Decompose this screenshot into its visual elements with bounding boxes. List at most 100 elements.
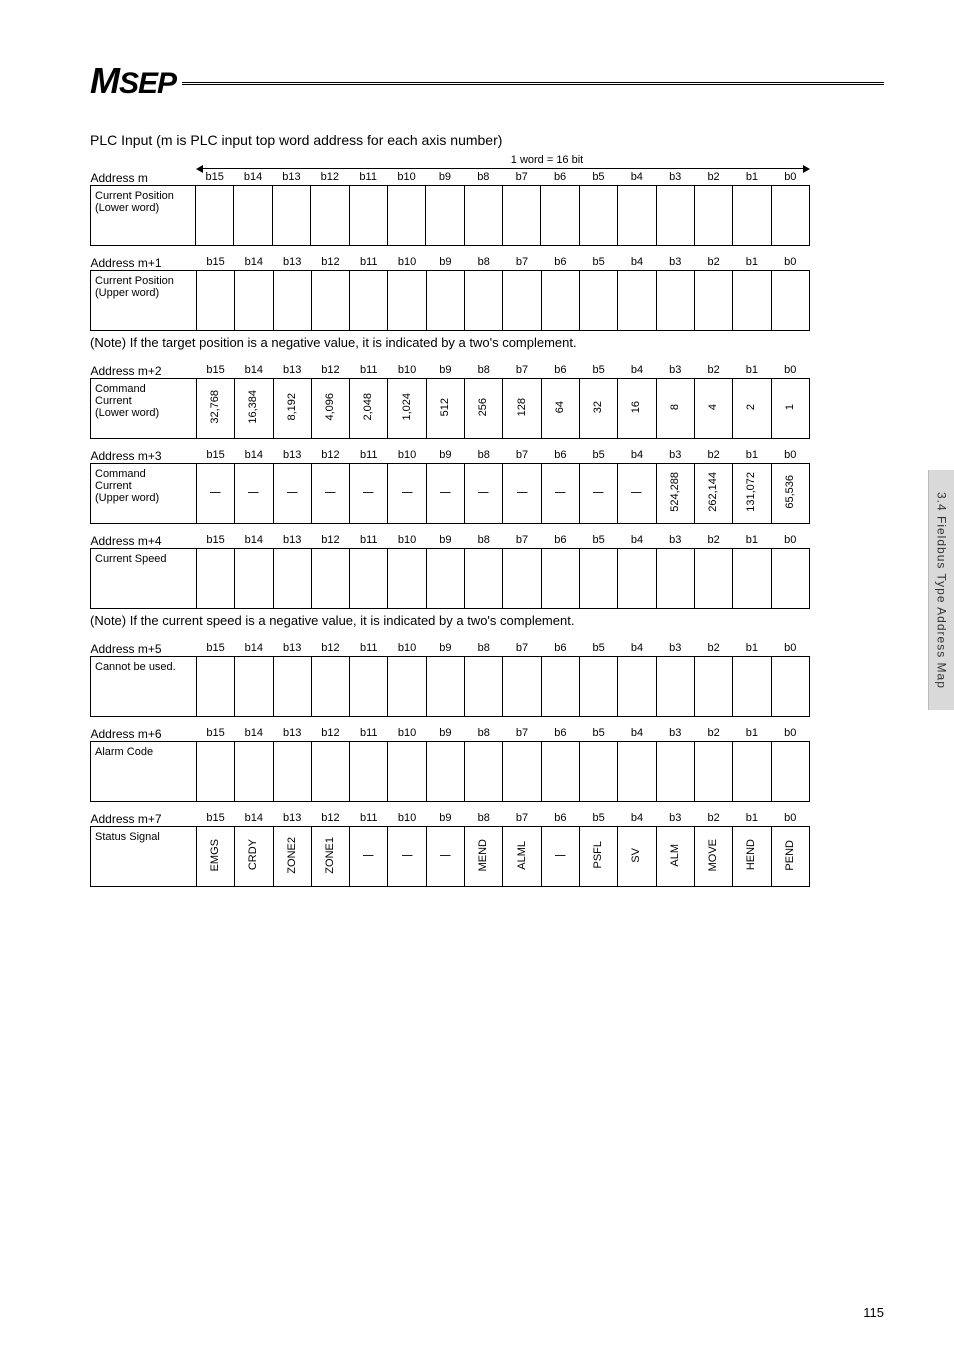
bit-header: b9 — [426, 256, 464, 271]
bit-header: b14 — [235, 642, 273, 657]
bit-cell — [618, 657, 656, 717]
bit-cell: PEND — [771, 827, 809, 887]
bit-cell — [426, 657, 464, 717]
bit-header: b4 — [618, 812, 656, 827]
bit-header: b8 — [465, 727, 503, 742]
bit-header: b14 — [235, 256, 273, 271]
bit-header: b6 — [541, 812, 579, 827]
address-label: Address m+5 — [91, 642, 197, 657]
bit-header: b2 — [694, 727, 732, 742]
bit-header: b8 — [465, 449, 503, 464]
address-block: Address m+2b15b14b13b12b11b10b9b8b7b6b5b… — [90, 364, 884, 439]
bit-header: b6 — [541, 727, 579, 742]
bit-cell — [656, 742, 694, 802]
bit-header: b10 — [388, 727, 426, 742]
bit-header: b3 — [656, 642, 694, 657]
bit-header: b7 — [503, 812, 541, 827]
bit-header: b9 — [426, 534, 464, 549]
bit-header: b6 — [541, 364, 579, 379]
bit-cell — [272, 186, 310, 246]
width-arrow — [198, 168, 808, 169]
bit-header: b5 — [580, 727, 618, 742]
address-label: Address m+3 — [91, 449, 197, 464]
address-label: Address m+7 — [91, 812, 197, 827]
bit-header: b15 — [196, 364, 234, 379]
bit-table: Address m+7b15b14b13b12b11b10b9b8b7b6b5b… — [90, 812, 810, 887]
bit-header: b4 — [618, 534, 656, 549]
bit-header: b5 — [580, 364, 618, 379]
bit-header: b0 — [771, 449, 809, 464]
bit-cell — [273, 549, 311, 609]
bit-header: b11 — [349, 171, 387, 186]
bit-cell — [541, 186, 579, 246]
address-label: Address m — [91, 171, 196, 186]
bit-cell — [311, 186, 349, 246]
row-label: Current Position(Upper word) — [91, 271, 197, 331]
bit-header: b14 — [235, 727, 273, 742]
bit-header: b1 — [733, 256, 771, 271]
bit-cell: | — [311, 464, 349, 524]
bit-cell — [694, 271, 732, 331]
section-title: PLC Input (m is PLC input top word addre… — [90, 132, 884, 148]
address-block: Address m+5b15b14b13b12b11b10b9b8b7b6b5b… — [90, 642, 884, 717]
bit-cell — [656, 271, 694, 331]
bit-header: b7 — [503, 727, 541, 742]
bit-cell: 4,096 — [311, 379, 349, 439]
address-block: 1 word = 16 bitAddress mb15b14b13b12b11b… — [90, 154, 884, 246]
bit-header: b3 — [656, 171, 694, 186]
row-label: Status Signal — [91, 827, 197, 887]
bit-header: b15 — [196, 171, 234, 186]
bit-cell — [733, 271, 771, 331]
bit-header: b13 — [273, 449, 311, 464]
bit-header: b9 — [426, 642, 464, 657]
word-label: 1 word = 16 bit — [210, 154, 884, 166]
bit-cell — [426, 549, 464, 609]
bit-header: b9 — [426, 449, 464, 464]
bit-cell — [503, 657, 541, 717]
bit-header: b7 — [503, 364, 541, 379]
bit-cell — [426, 742, 464, 802]
bit-cell: 256 — [465, 379, 503, 439]
bit-header: b2 — [694, 449, 732, 464]
bit-cell — [311, 742, 349, 802]
bit-cell — [503, 271, 541, 331]
bit-cell — [196, 742, 234, 802]
bit-header: b15 — [196, 449, 234, 464]
bit-cell — [311, 657, 349, 717]
bit-header: b4 — [618, 364, 656, 379]
bit-cell — [694, 657, 732, 717]
bit-header: b12 — [311, 449, 349, 464]
bit-cell: 1 — [771, 379, 809, 439]
bit-cell: CRDY — [235, 827, 273, 887]
note-text: (Note) If the current speed is a negativ… — [90, 613, 884, 628]
bit-cell — [388, 271, 426, 331]
bit-header: b12 — [311, 534, 349, 549]
bit-cell — [196, 186, 234, 246]
address-label: Address m+4 — [91, 534, 197, 549]
bit-header: b1 — [733, 171, 771, 186]
bit-cell — [388, 549, 426, 609]
bit-header: b11 — [350, 449, 388, 464]
bit-cell: 1,024 — [388, 379, 426, 439]
bit-cell: 32 — [580, 379, 618, 439]
bit-header: b3 — [656, 449, 694, 464]
bit-cell — [733, 549, 771, 609]
bit-cell — [349, 186, 387, 246]
bit-cell — [733, 742, 771, 802]
row-label: CommandCurrent(Upper word) — [91, 464, 197, 524]
bit-header: b10 — [388, 449, 426, 464]
bit-header: b7 — [503, 449, 541, 464]
bit-cell — [733, 186, 771, 246]
bit-header: b6 — [541, 449, 579, 464]
bit-header: b9 — [426, 727, 464, 742]
bit-cell: | — [618, 464, 656, 524]
bit-cell — [196, 549, 234, 609]
row-label: Cannot be used. — [91, 657, 197, 717]
bit-header: b9 — [426, 364, 464, 379]
bit-cell — [580, 742, 618, 802]
bit-header: b11 — [350, 812, 388, 827]
bit-cell: | — [235, 464, 273, 524]
bit-header: b11 — [350, 642, 388, 657]
bit-header: b0 — [771, 534, 809, 549]
bit-cell — [273, 657, 311, 717]
